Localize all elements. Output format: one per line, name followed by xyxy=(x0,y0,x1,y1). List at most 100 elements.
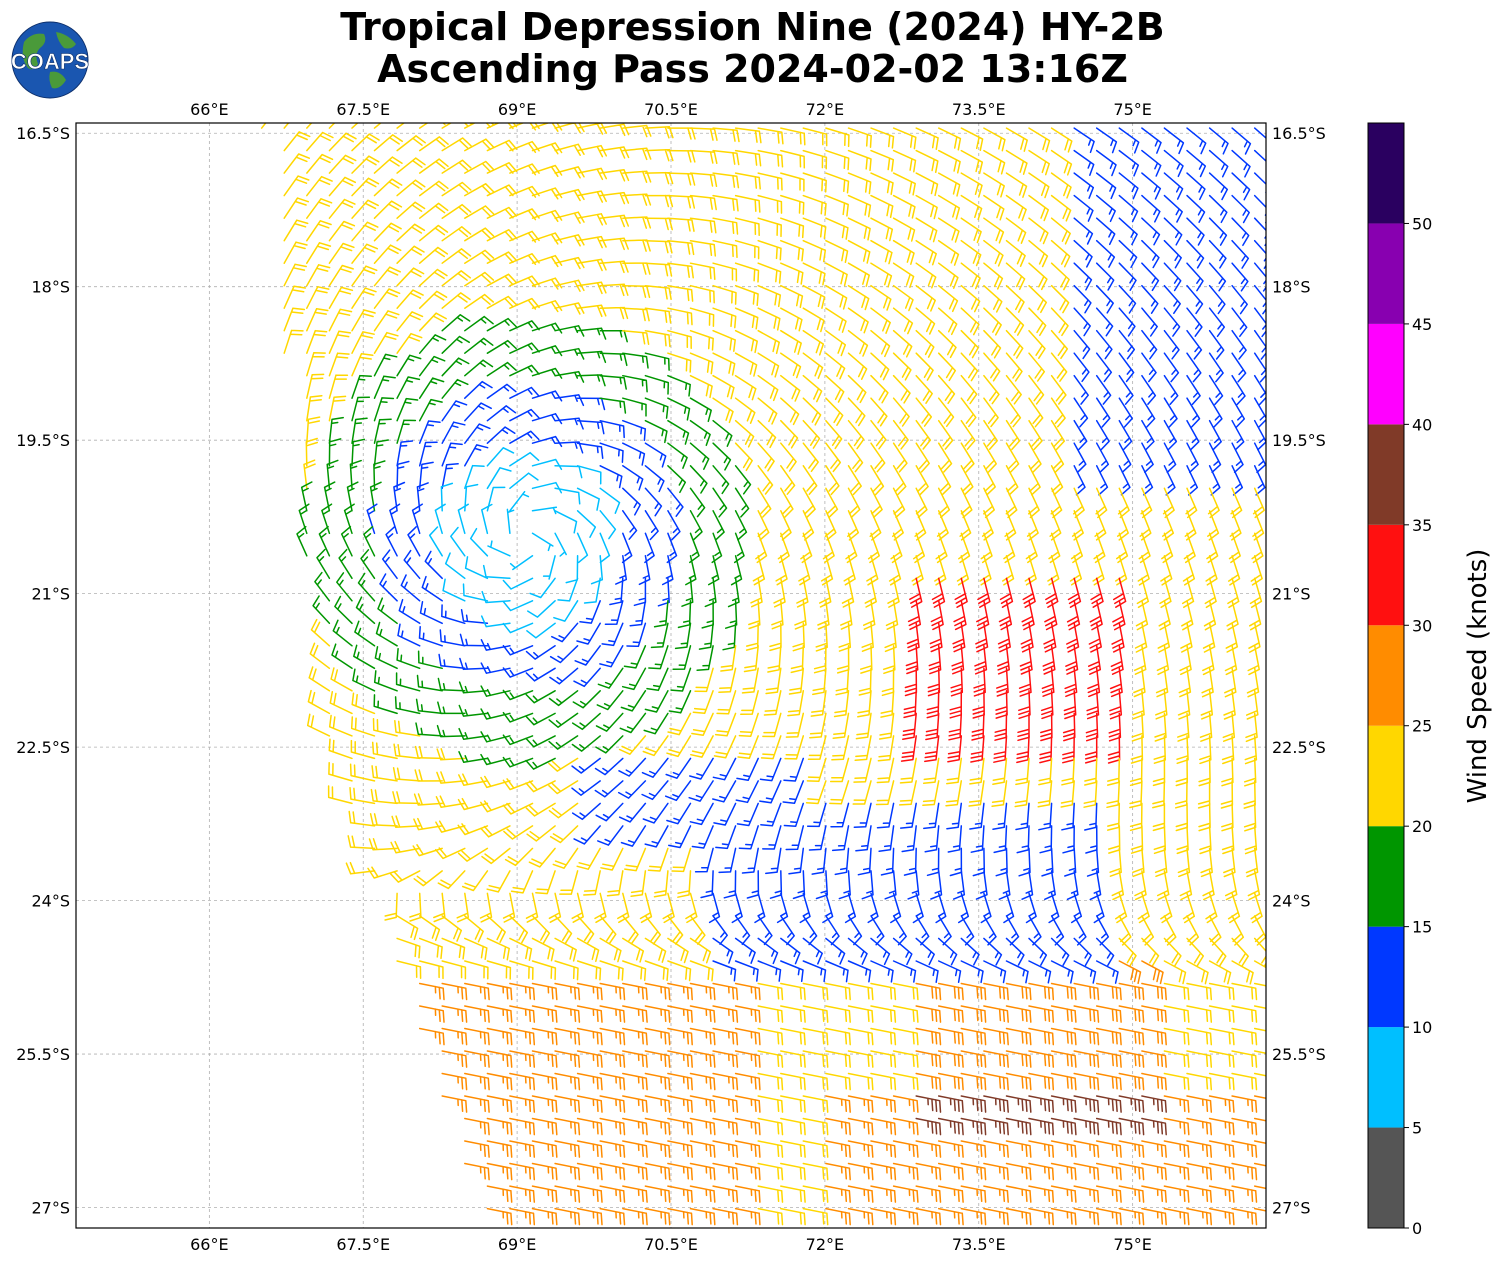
wind-barb xyxy=(1073,307,1091,337)
wind-barb xyxy=(1186,1185,1213,1203)
wind-barb xyxy=(599,487,621,514)
wind-barb xyxy=(1231,937,1249,967)
wind-barb xyxy=(576,982,603,1001)
wind-barb xyxy=(1163,465,1176,496)
wind-barb xyxy=(283,263,307,287)
wind-barb xyxy=(644,148,674,162)
wind-barb xyxy=(937,352,957,382)
wind-barb xyxy=(1050,1140,1077,1158)
wind-barb xyxy=(349,459,362,490)
wind-barb xyxy=(1231,1072,1258,1091)
wind-barb xyxy=(464,138,495,152)
wind-barb xyxy=(870,307,891,334)
wind-barb xyxy=(960,1095,987,1113)
wind-barb xyxy=(374,646,398,670)
wind-barb xyxy=(1039,735,1053,764)
wind-barb xyxy=(441,960,467,980)
wind-barb xyxy=(1163,172,1184,200)
wind-barb xyxy=(983,442,997,473)
wind-barb xyxy=(486,960,512,980)
wind-barb xyxy=(366,503,378,535)
wind-barb xyxy=(576,937,600,963)
wind-barb xyxy=(576,190,607,203)
wind-barb xyxy=(328,242,355,264)
wind-barb xyxy=(870,960,894,983)
wind-barb xyxy=(780,172,805,192)
wind-barb xyxy=(436,724,466,738)
wind-barb xyxy=(718,667,737,693)
wind-barb xyxy=(622,960,647,981)
wind-barb xyxy=(1186,329,1203,360)
wind-barb xyxy=(734,1072,761,1091)
wind-barb xyxy=(847,982,874,1001)
wind-barb xyxy=(847,149,872,172)
wind-barb xyxy=(1028,1027,1055,1046)
wind-barb xyxy=(960,1207,987,1226)
wind-barb xyxy=(1019,645,1033,675)
wind-barb xyxy=(373,670,398,692)
wind-barb xyxy=(689,1117,716,1136)
wind-barb xyxy=(906,622,920,653)
wind-barb xyxy=(525,735,556,748)
wind-barb xyxy=(1163,1072,1190,1091)
wind-barb xyxy=(486,295,518,309)
wind-barb xyxy=(1129,757,1143,787)
wind-barb xyxy=(972,847,986,877)
wind-barb xyxy=(1208,1095,1235,1113)
wind-barb xyxy=(825,397,844,426)
wind-barb xyxy=(486,467,512,490)
wind-barb xyxy=(647,847,669,872)
wind-barb xyxy=(757,284,782,308)
wind-barb xyxy=(1179,645,1192,676)
wind-barb xyxy=(960,307,980,336)
wind-barb xyxy=(780,374,801,402)
logo-text: COAPS xyxy=(11,49,89,74)
wind-barb xyxy=(480,753,511,766)
wind-barb xyxy=(1073,149,1095,176)
wind-barb xyxy=(829,780,850,805)
wind-barb xyxy=(306,242,332,264)
wind-barb xyxy=(418,158,449,174)
wind-barb xyxy=(1028,419,1043,451)
wind-barb xyxy=(441,1072,468,1091)
wind-barb xyxy=(1156,645,1170,676)
wind-barb xyxy=(802,1117,829,1136)
wind-barb xyxy=(644,1207,671,1226)
wind-barb xyxy=(876,757,895,784)
colorbar-bin xyxy=(1368,424,1404,525)
wind-barb xyxy=(307,689,331,715)
wind-barb xyxy=(1208,262,1227,292)
wind-barb xyxy=(1095,329,1113,360)
wind-barb xyxy=(870,172,894,195)
wind-barb xyxy=(502,689,534,701)
wind-barb xyxy=(689,442,710,470)
wind-barb xyxy=(486,1072,513,1091)
wind-barb xyxy=(350,716,376,737)
wind-barb xyxy=(525,712,556,726)
wind-barb xyxy=(576,465,602,485)
wind-barb xyxy=(351,177,380,197)
wind-barb xyxy=(832,712,850,739)
wind-barb xyxy=(559,870,579,895)
wind-barb xyxy=(1118,352,1135,383)
wind-barb xyxy=(411,503,423,535)
wind-barb xyxy=(396,289,424,309)
wind-barb xyxy=(373,397,395,422)
wind-barb xyxy=(1028,1072,1055,1091)
wind-barb xyxy=(712,1162,739,1181)
wind-barb xyxy=(915,352,934,381)
wind-barb xyxy=(1016,735,1030,764)
lon-tick-label-bottom: 69°E xyxy=(498,1235,536,1254)
wind-barb xyxy=(677,870,692,898)
wind-barb xyxy=(1208,397,1223,428)
wind-barb xyxy=(704,577,717,608)
wind-barb xyxy=(328,738,353,760)
wind-barb xyxy=(915,217,938,243)
lon-tick-label-bottom: 67.5°E xyxy=(336,1235,390,1254)
wind-barb xyxy=(351,396,371,422)
wind-barb xyxy=(1050,419,1066,451)
wind-barb xyxy=(757,194,783,214)
wind-barb xyxy=(734,510,748,541)
wind-barb xyxy=(1015,757,1030,786)
wind-barb xyxy=(1118,1117,1145,1136)
